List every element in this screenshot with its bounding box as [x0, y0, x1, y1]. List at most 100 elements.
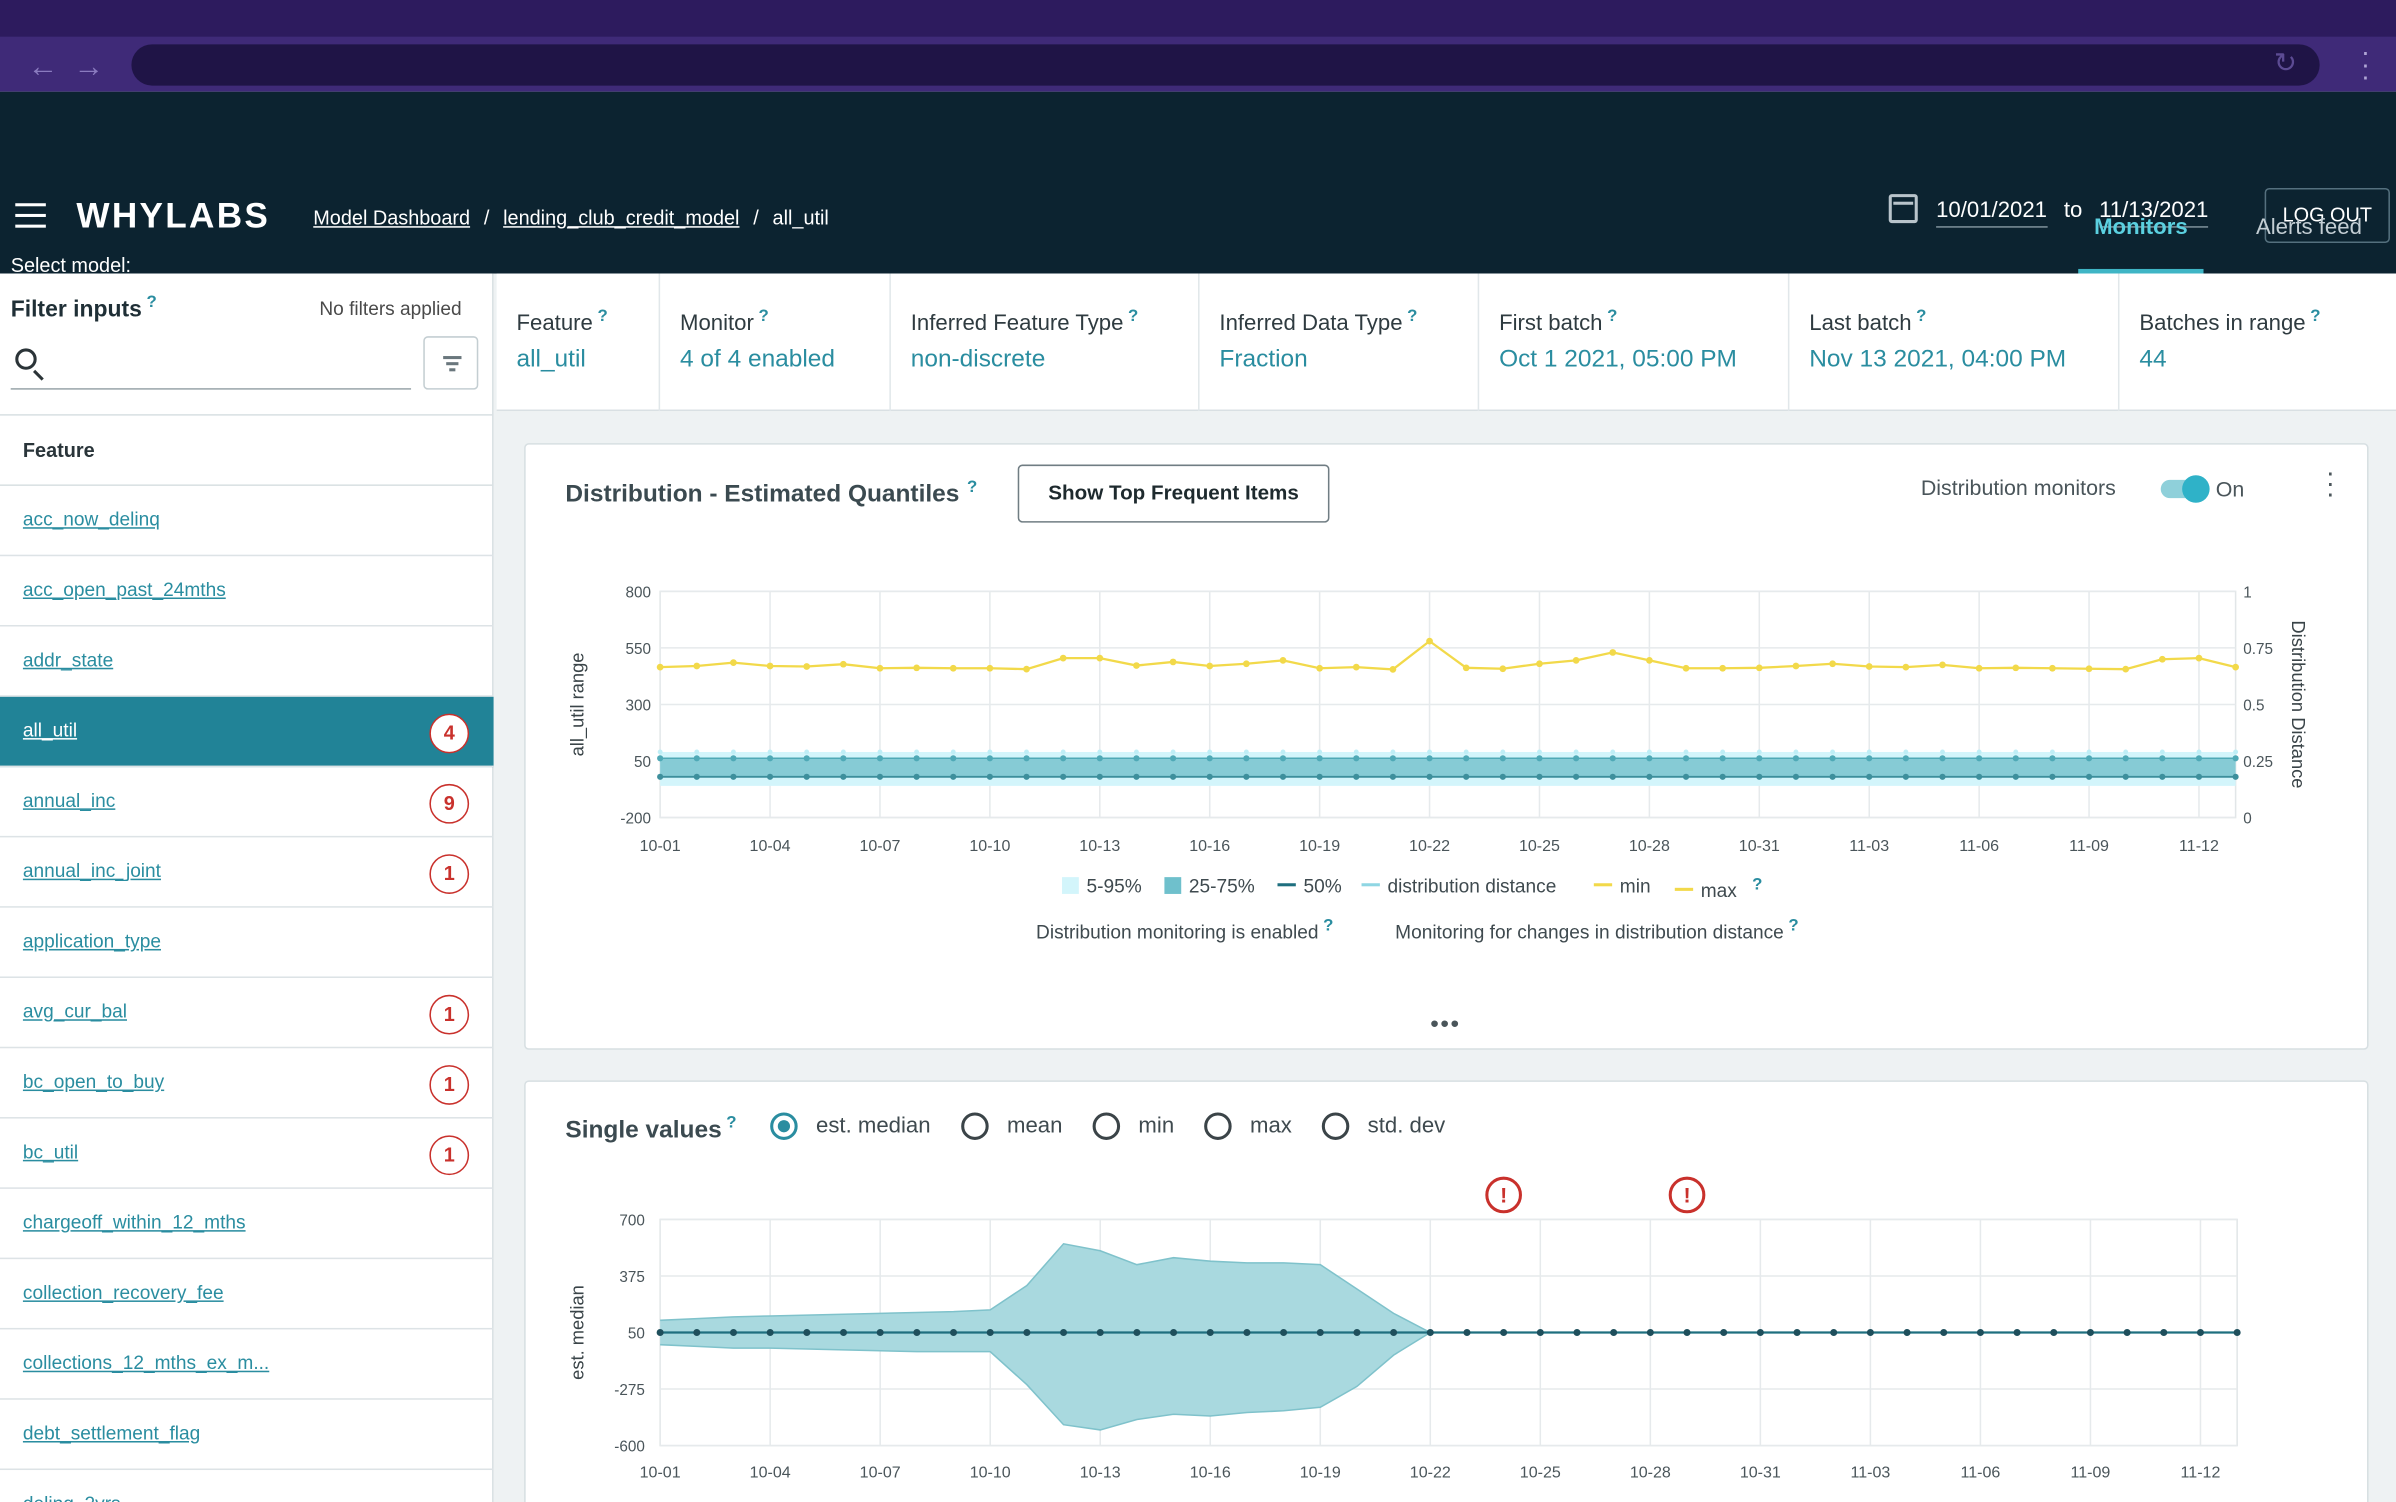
help-icon[interactable]: ? — [1788, 916, 1799, 936]
help-icon[interactable]: ? — [967, 478, 978, 497]
feature-row[interactable]: application_type — [0, 908, 494, 978]
help-icon[interactable]: ? — [1916, 307, 1927, 326]
logout-button[interactable]: LOG OUT — [2264, 187, 2390, 243]
browser-reload-icon[interactable]: ↻ — [2273, 47, 2297, 78]
feature-row[interactable]: addr_state — [0, 627, 494, 697]
min-point — [1243, 773, 1250, 780]
help-icon[interactable]: ? — [758, 307, 769, 326]
feature-row[interactable]: collections_12_mths_ex_m... — [0, 1329, 494, 1400]
legend-item-50[interactable]: 50% — [1277, 876, 1342, 897]
date-end-field[interactable]: 11/13/2021 — [2099, 199, 2209, 229]
q95-point — [1646, 749, 1652, 755]
feature-link[interactable]: bc_util — [22, 1141, 79, 1163]
date-start-field[interactable]: 10/01/2021 — [1936, 199, 2048, 229]
legend-item-25-75[interactable]: 25-75% — [1164, 876, 1255, 897]
filter-button[interactable] — [423, 336, 479, 390]
x-tick-label: 10-16 — [1189, 837, 1230, 855]
breadcrumb-separator: / — [483, 206, 490, 230]
help-icon[interactable]: ? — [1323, 916, 1334, 936]
min-point — [840, 773, 847, 780]
median-point — [803, 1328, 811, 1337]
feature-row[interactable]: avg_cur_bal 1 — [0, 978, 494, 1049]
feature-link[interactable]: collection_recovery_fee — [22, 1282, 224, 1304]
feature-link[interactable]: bc_open_to_buy — [22, 1071, 165, 1093]
feature-row[interactable]: debt_settlement_flag — [0, 1400, 494, 1471]
distribution-monitors-toggle[interactable] — [2160, 475, 2210, 503]
line-max — [660, 639, 2236, 671]
browser-menu-icon[interactable]: · · · — [2360, 36, 2371, 92]
help-icon[interactable]: ? — [1752, 875, 1763, 894]
q75-point — [840, 755, 847, 762]
filter-icon-line — [446, 362, 459, 365]
median-point — [1720, 1328, 1728, 1337]
feature-link[interactable]: application_type — [22, 930, 161, 953]
feature-link[interactable]: acc_now_delinq — [22, 508, 160, 531]
feature-row[interactable]: acc_open_past_24mths — [0, 556, 494, 627]
max-point — [1426, 637, 1433, 645]
tab-monitors[interactable]: Monitors — [2078, 203, 2204, 274]
y-axis-label: est. median — [567, 1285, 588, 1380]
min-point — [1499, 773, 1506, 780]
q75-point — [2122, 755, 2129, 762]
x-tick-label: 11-09 — [2071, 1464, 2111, 1482]
hamburger-menu-icon[interactable] — [15, 203, 46, 228]
more-options-icon[interactable]: ••• — [1430, 1011, 1461, 1038]
feature-link[interactable]: annual_inc — [22, 790, 116, 812]
feature-row[interactable]: annual_inc 9 — [0, 767, 494, 838]
feature-link[interactable]: all_util — [22, 719, 78, 742]
feature-link[interactable]: avg_cur_bal — [22, 1000, 127, 1023]
min-point — [657, 773, 664, 780]
q95-point — [2013, 749, 2019, 755]
browser-address-bar[interactable] — [131, 44, 2320, 86]
alert-count-badge: 1 — [429, 1135, 470, 1176]
browser-nav-arrows-icon[interactable]: ←→ — [27, 50, 120, 85]
feature-row-selected[interactable]: all_util 4 — [0, 696, 494, 768]
legend-item-distribution-distance[interactable]: distribution distance — [1361, 876, 1556, 897]
breadcrumb-dashboard-link[interactable]: Model Dashboard — [313, 206, 471, 230]
legend-item-5-95[interactable]: 5-95% — [1062, 876, 1142, 897]
help-icon[interactable]: ? — [146, 293, 157, 312]
breadcrumb: Model Dashboard / lending_club_credit_mode… — [313, 206, 829, 229]
feature-row[interactable]: chargeoff_within_12_mths — [0, 1189, 494, 1260]
feature-search-input[interactable] — [10, 339, 412, 390]
legend-item-min[interactable]: min — [1593, 876, 1651, 897]
feature-row[interactable]: bc_open_to_buy 1 — [0, 1048, 494, 1119]
q95-point — [1317, 749, 1323, 755]
help-icon[interactable]: ? — [1407, 307, 1418, 326]
median-point — [950, 1328, 958, 1337]
min-point — [2232, 773, 2239, 780]
help-icon[interactable]: ? — [1128, 307, 1139, 326]
help-icon[interactable]: ? — [597, 307, 608, 326]
feature-link[interactable]: collections_12_mths_ex_m... — [22, 1352, 270, 1374]
feature-link[interactable]: addr_state — [22, 649, 114, 671]
max-point — [1169, 658, 1177, 666]
feature-link[interactable]: acc_open_past_24mths — [22, 579, 226, 601]
breadcrumb-model-link[interactable]: lending_club_credit_model — [503, 206, 740, 230]
feature-link[interactable]: annual_inc_joint — [22, 860, 161, 882]
tab-alerts-feed[interactable]: Alerts feed — [2255, 215, 2362, 240]
feature-link[interactable]: chargeoff_within_12_mths — [22, 1211, 246, 1234]
calendar-icon[interactable] — [1888, 194, 1918, 224]
feature-row[interactable]: acc_now_delinq — [0, 486, 494, 557]
y-tick-label: 50 — [628, 1326, 645, 1343]
help-icon[interactable]: ? — [726, 1113, 737, 1133]
feature-link[interactable]: delinq_2yrs — [23, 1493, 121, 1502]
feature-row[interactable]: annual_inc_joint 1 — [0, 837, 494, 908]
show-top-frequent-items-button[interactable]: Show Top Frequent Items — [1017, 464, 1330, 523]
info-value[interactable]: 4 of 4 enabled — [680, 346, 835, 373]
median-point — [876, 1328, 884, 1337]
q95-point — [1060, 749, 1066, 755]
feature-link[interactable]: debt_settlement_flag — [22, 1422, 201, 1445]
band-25-75 — [660, 758, 2236, 777]
alert-count-badge: 1 — [429, 994, 470, 1035]
feature-row[interactable]: collection_recovery_fee — [0, 1259, 494, 1330]
feature-row[interactable]: delinq_2yrs — [0, 1470, 494, 1502]
feature-row[interactable]: bc_util 1 — [0, 1119, 494, 1189]
legend-item-max[interactable]: max? — [1674, 875, 1763, 902]
info-first-batch: First batch? Oct 1 2021, 05:00 PM — [1479, 273, 1790, 412]
median-point — [2013, 1328, 2021, 1337]
x-tick-label: 10-22 — [1409, 837, 1450, 855]
card-menu-icon[interactable]: · · · — [2325, 456, 2335, 509]
help-icon[interactable]: ? — [1607, 307, 1618, 326]
help-icon[interactable]: ? — [2310, 307, 2321, 326]
